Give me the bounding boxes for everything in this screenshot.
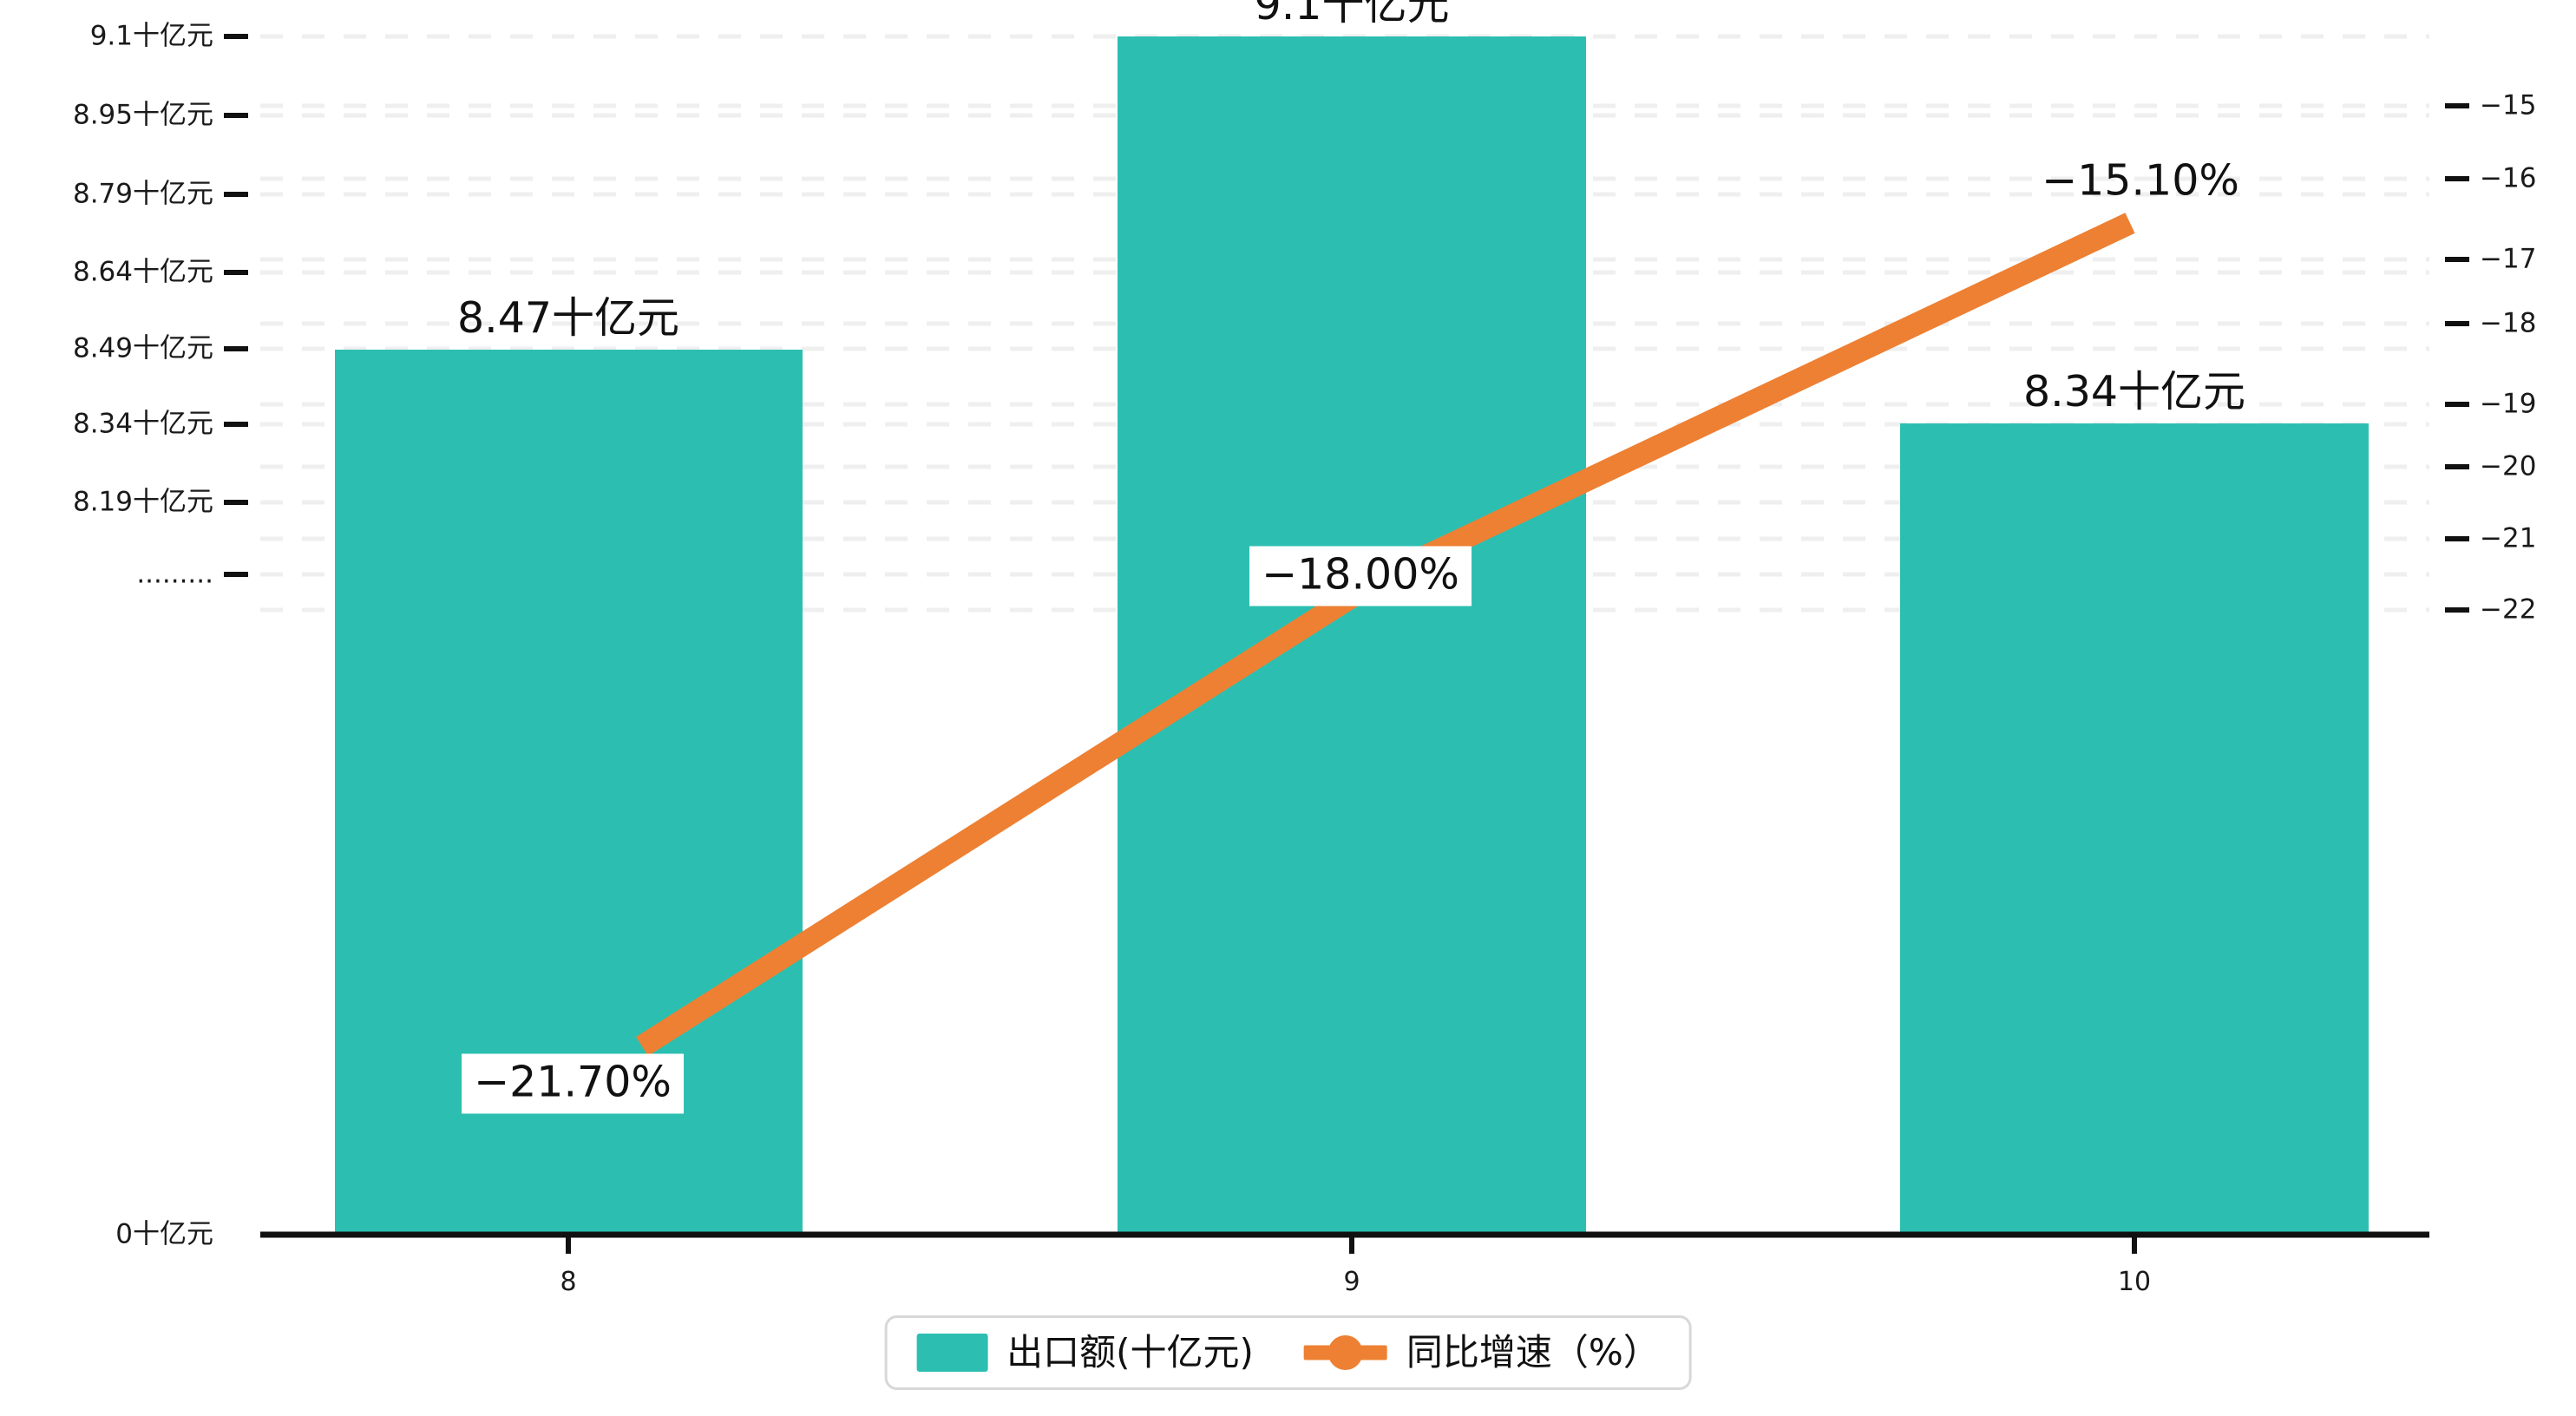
right-axis-tick-label-4: −19 bbox=[2480, 388, 2537, 420]
left-axis-tick-label-8: 0十亿元 bbox=[115, 1218, 213, 1250]
line-value-label-1: −18.00% bbox=[1249, 546, 1472, 606]
left-axis-tick-label-4: 8.49十亿元 bbox=[72, 332, 213, 364]
left-axis-tick-label-1: 8.95十亿元 bbox=[72, 99, 213, 131]
legend-item-bar[interactable]: 出口额(十亿元) bbox=[916, 1334, 1254, 1372]
right-axis-tick-label-0: −15 bbox=[2480, 89, 2537, 121]
line-value-label-0: −21.70% bbox=[462, 1053, 684, 1114]
left-axis-tick-label-2: 8.79十亿元 bbox=[72, 178, 213, 210]
x-axis-tick-label-1: 9 bbox=[1343, 1267, 1360, 1297]
x-axis-tick-label-0: 8 bbox=[560, 1267, 577, 1297]
right-axis-tick-label-1: −16 bbox=[2480, 162, 2537, 194]
bar-value-label-2: 8.34十亿元 bbox=[2022, 367, 2246, 416]
right-axis-tick-label-7: −22 bbox=[2480, 593, 2537, 626]
legend-label-bar: 出口额(十亿元) bbox=[1006, 1331, 1254, 1373]
x-axis-tick-label-2: 10 bbox=[2117, 1267, 2152, 1297]
right-axis-tick-label-5: −20 bbox=[2480, 450, 2537, 482]
tick-marks bbox=[224, 34, 2469, 1254]
left-axis-tick-label-0: 9.1十亿元 bbox=[89, 20, 213, 52]
line-value-label-2: −15.10% bbox=[2042, 155, 2239, 206]
right-axis-tick-label-2: −17 bbox=[2480, 243, 2537, 275]
left-axis-tick-label-7: ......... bbox=[136, 558, 213, 590]
chart-legend[interactable]: 出口额(十亿元) 同比增速（%） bbox=[884, 1315, 1692, 1390]
left-axis-tick-label-6: 8.19十亿元 bbox=[72, 486, 213, 518]
left-axis-tick-label-3: 8.64十亿元 bbox=[72, 256, 213, 288]
bar-swatch-icon bbox=[916, 1334, 988, 1372]
right-axis-tick-label-3: −18 bbox=[2480, 307, 2537, 339]
bar-value-label-1: 9.1十亿元 bbox=[1254, 0, 1450, 30]
right-axis-tick-label-6: −21 bbox=[2480, 522, 2537, 554]
legend-item-line[interactable]: 同比增速（%） bbox=[1303, 1331, 1660, 1373]
line-marker-icon bbox=[1303, 1334, 1387, 1372]
left-axis-tick-label-5: 8.34十亿元 bbox=[72, 408, 213, 440]
bar-value-label-0: 8.47十亿元 bbox=[456, 293, 680, 343]
legend-label-line: 同比增速（%） bbox=[1406, 1331, 1660, 1373]
